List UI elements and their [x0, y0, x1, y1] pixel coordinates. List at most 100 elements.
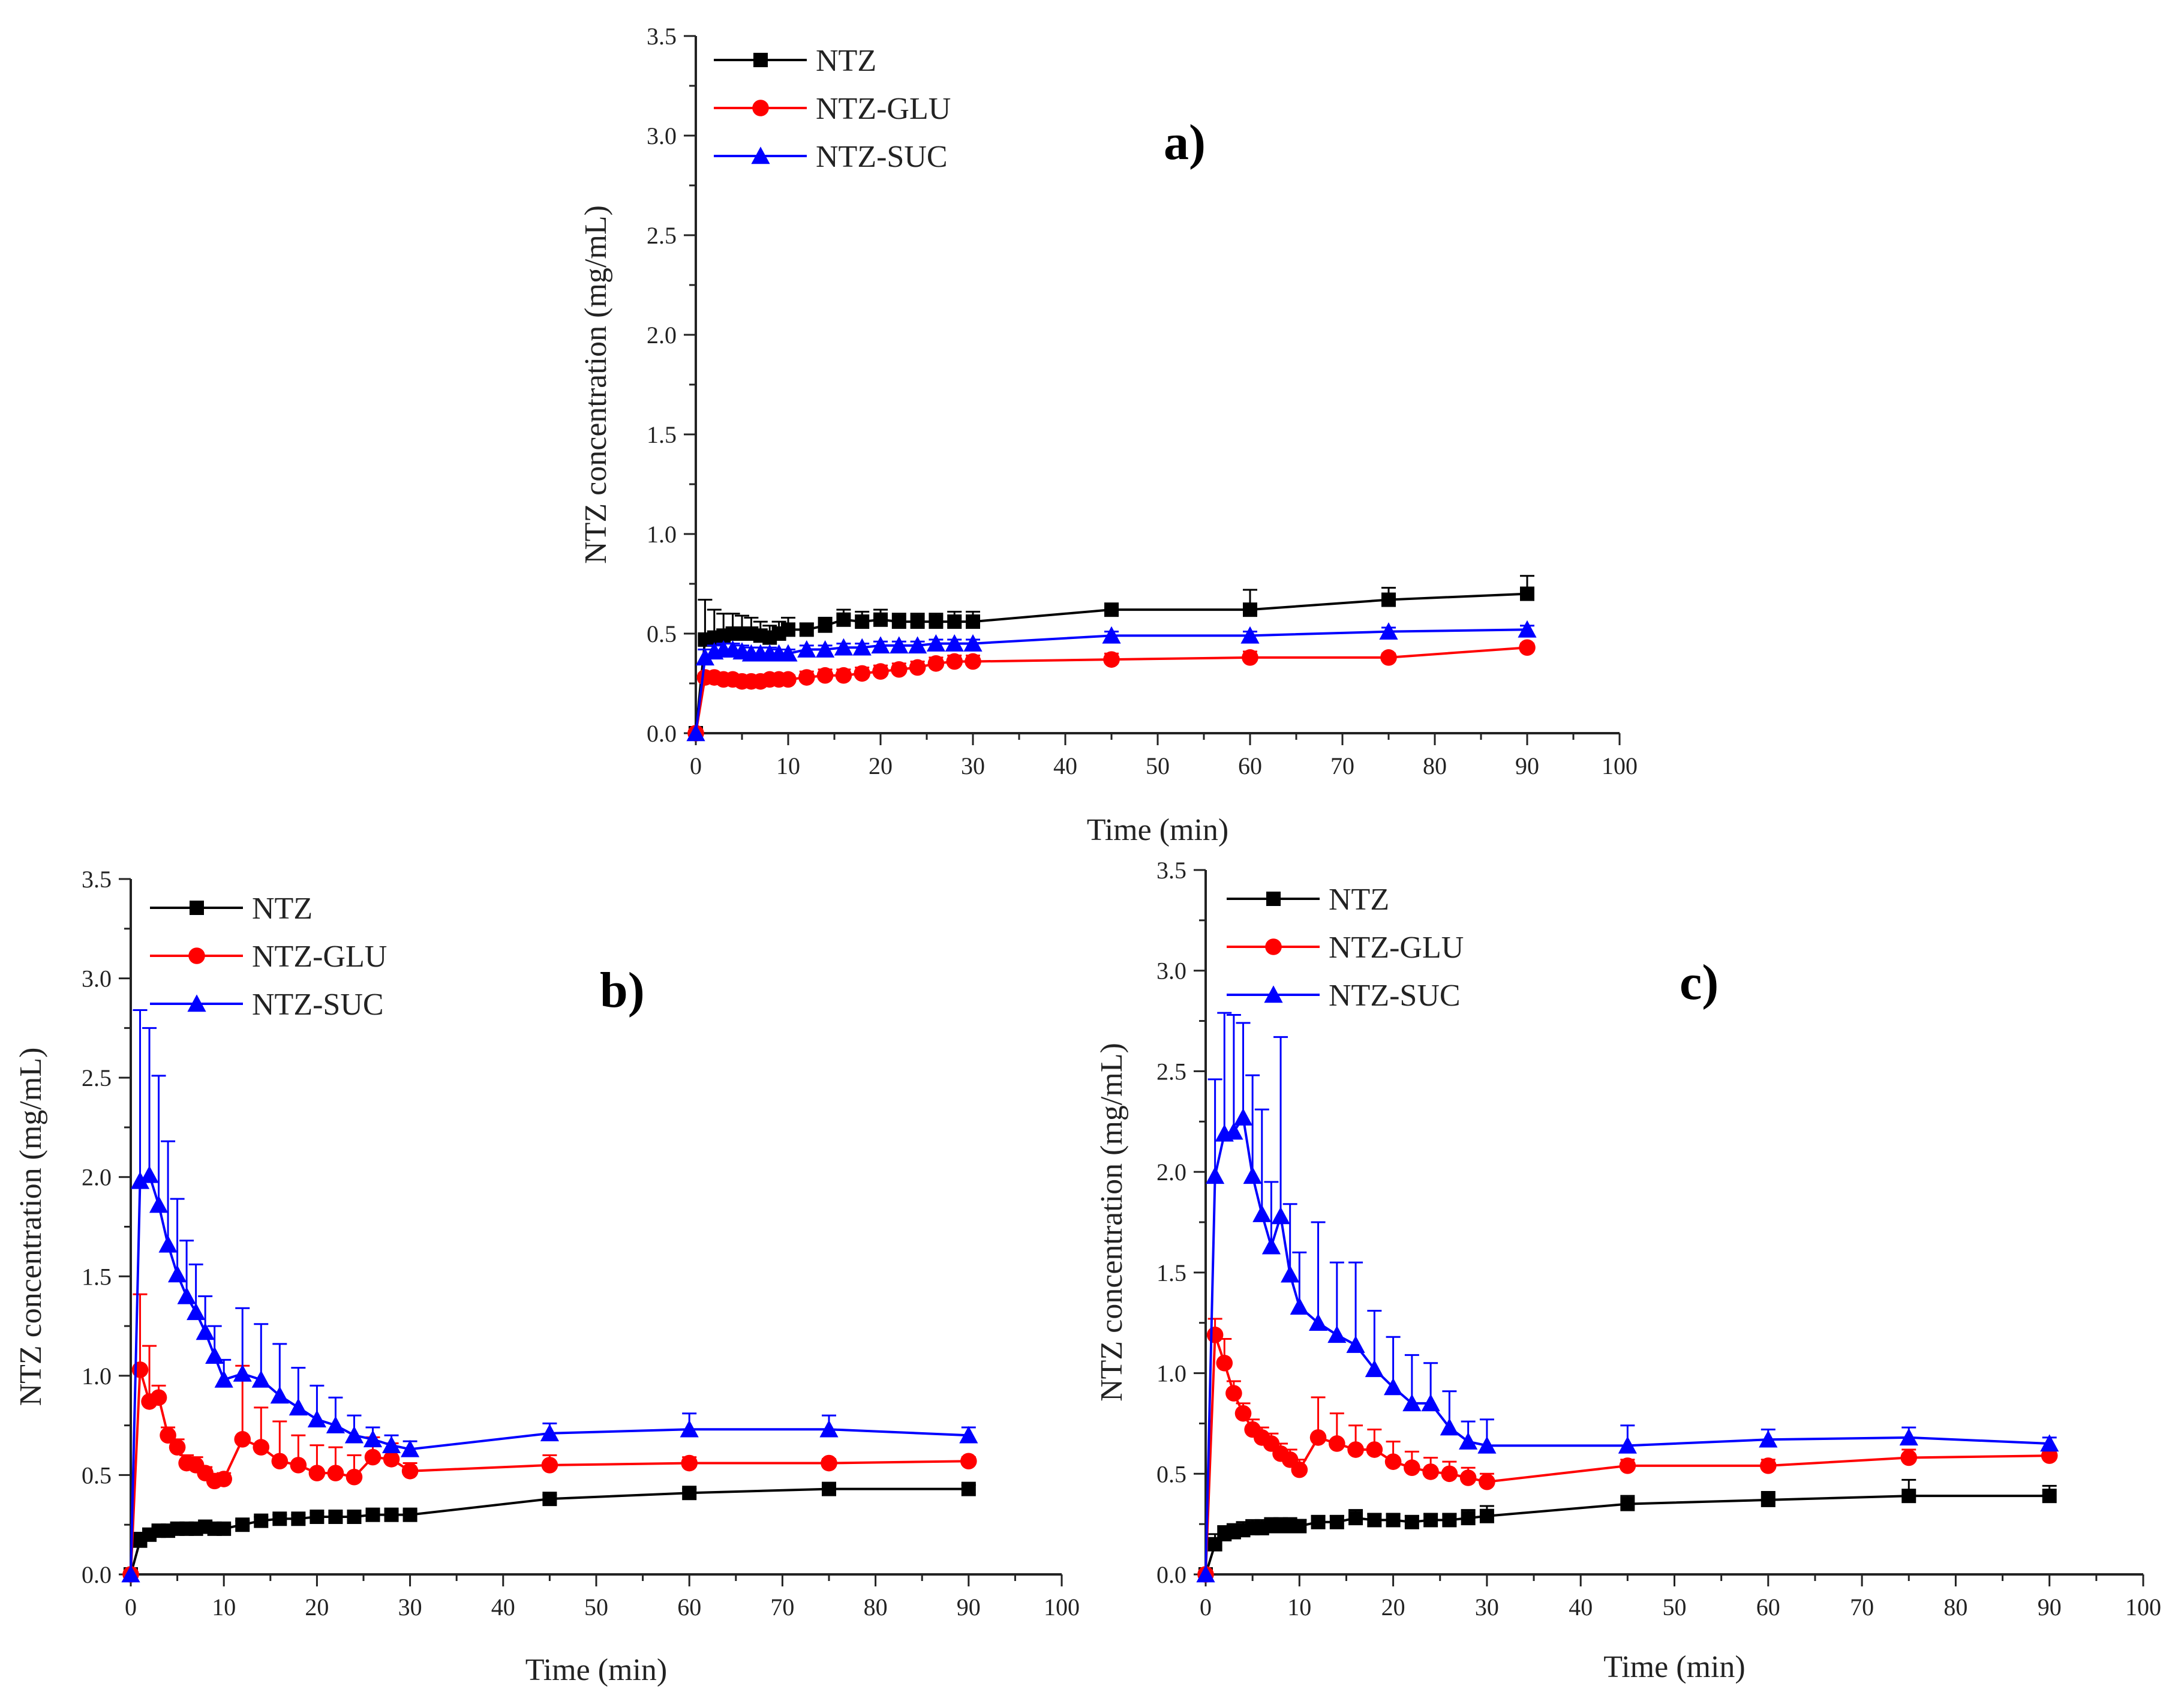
data-point: [686, 724, 705, 742]
x-tick-label: 50: [1663, 1594, 1687, 1621]
data-point: [818, 618, 833, 633]
data-point: [1243, 1166, 1262, 1184]
data-point: [836, 612, 851, 627]
data-point: [1329, 1435, 1345, 1452]
data-point: [140, 1165, 159, 1183]
data-point: [540, 1424, 559, 1442]
data-point: [852, 638, 872, 656]
data-point: [797, 640, 816, 658]
data-point: [779, 644, 798, 662]
data-point: [2042, 1489, 2057, 1504]
data-point: [363, 1430, 383, 1448]
legend-label: NTZ-SUC: [1329, 979, 1461, 1013]
x-tick-label: 10: [776, 752, 800, 779]
data-point: [926, 634, 945, 652]
legend-label: NTZ-GLU: [252, 940, 387, 974]
legend-label: NTZ: [816, 44, 876, 78]
data-point: [1290, 1297, 1309, 1315]
data-point: [1346, 1336, 1365, 1353]
data-point: [364, 1448, 381, 1466]
legend-marker: [187, 994, 206, 1012]
data-point: [681, 1454, 698, 1472]
data-point: [327, 1465, 344, 1481]
series-ntz-suc: [1196, 1012, 2059, 1583]
x-tick-label: 90: [1515, 752, 1539, 779]
data-point: [1347, 1441, 1364, 1458]
y-tick-label: 3.0: [82, 965, 112, 992]
legend: NTZ NTZ-GLU NTZ-SUC: [1227, 883, 1464, 1013]
data-point: [346, 1468, 363, 1486]
data-point: [835, 667, 852, 684]
data-point: [270, 1386, 289, 1404]
y-tick-label: 2.0: [82, 1164, 112, 1191]
data-point: [1441, 1465, 1458, 1483]
data-point: [271, 1453, 289, 1470]
data-point: [205, 1346, 224, 1364]
legend-marker: [188, 947, 205, 964]
x-tick-label: 0: [690, 752, 702, 779]
legend-marker: [1264, 985, 1283, 1003]
x-tick-label: 20: [869, 752, 893, 779]
data-point: [1327, 1325, 1347, 1343]
data-point: [347, 1509, 362, 1524]
data-point: [1381, 592, 1396, 607]
x-tick-label: 70: [1850, 1594, 1874, 1621]
data-point: [1366, 1441, 1383, 1458]
x-tick-label: 40: [1053, 752, 1077, 779]
x-tick-label: 50: [584, 1594, 608, 1621]
x-tick-label: 40: [1569, 1594, 1593, 1621]
data-point: [177, 1286, 196, 1304]
data-point: [1252, 1204, 1272, 1222]
x-tick-label: 60: [1238, 752, 1262, 779]
data-point: [2040, 1434, 2059, 1452]
data-point: [945, 634, 964, 652]
data-point: [1479, 1473, 1495, 1490]
data-point: [1620, 1496, 1635, 1511]
y-tick-label: 3.0: [1156, 958, 1186, 985]
data-point: [196, 1322, 215, 1340]
data-point: [855, 614, 870, 629]
data-point: [854, 665, 870, 682]
data-point: [233, 1364, 252, 1382]
data-point: [1102, 626, 1121, 644]
data-point: [1196, 1565, 1215, 1583]
data-point: [158, 1235, 178, 1253]
x-tick-label: 0: [1200, 1594, 1212, 1621]
legend-label: NTZ-GLU: [816, 92, 951, 126]
data-point: [908, 636, 927, 654]
panel-label: a): [1164, 115, 1206, 170]
data-point: [1479, 1508, 1494, 1523]
data-point: [383, 1451, 400, 1468]
panels-root: 0 10 20 30 40 50 60 70 80 90 1000.00.51.01.52.02.5…: [14, 23, 2161, 1687]
x-tick-label: 70: [1330, 752, 1354, 779]
data-point: [1759, 1430, 1778, 1448]
data-point: [291, 1511, 306, 1526]
data-point: [1225, 1385, 1242, 1402]
data-point: [1206, 1327, 1224, 1343]
data-point: [290, 1457, 307, 1474]
data-point: [130, 1171, 150, 1189]
y-axis-title: NTZ concentration (mg/mL): [579, 205, 613, 564]
data-point: [1900, 1449, 1918, 1466]
x-tick-label: 100: [1044, 1594, 1080, 1621]
x-tick-label: 30: [398, 1594, 422, 1621]
series-ntz-suc: [686, 620, 1537, 742]
x-tick-label: 50: [1146, 752, 1170, 779]
data-point: [187, 1303, 206, 1321]
data-point: [326, 1416, 346, 1433]
legend-marker: [190, 901, 204, 915]
legend-label: NTZ: [252, 892, 313, 926]
x-tick-label: 100: [1602, 752, 1638, 779]
x-tick-label: 80: [864, 1594, 888, 1621]
panel-label: b): [600, 962, 645, 1018]
data-point: [1243, 602, 1257, 617]
data-point: [682, 1486, 697, 1501]
y-tick-label: 3.5: [1156, 857, 1186, 884]
data-point: [542, 1492, 557, 1507]
data-point: [272, 1511, 287, 1526]
data-point: [251, 1370, 271, 1388]
legend: NTZ NTZ-GLU NTZ-SUC: [150, 892, 387, 1022]
y-tick-label: 3.5: [647, 23, 677, 50]
x-tick-label: 20: [1381, 1594, 1405, 1621]
legend-label: NTZ-SUC: [816, 140, 948, 174]
